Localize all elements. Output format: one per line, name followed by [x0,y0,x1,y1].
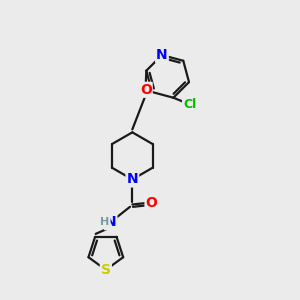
Text: O: O [146,196,158,210]
Text: N: N [127,172,138,186]
Text: O: O [140,83,152,97]
Text: S: S [101,263,111,277]
Text: Cl: Cl [183,98,196,111]
Text: H: H [100,217,110,226]
Text: N: N [156,48,168,62]
Text: N: N [105,215,116,229]
